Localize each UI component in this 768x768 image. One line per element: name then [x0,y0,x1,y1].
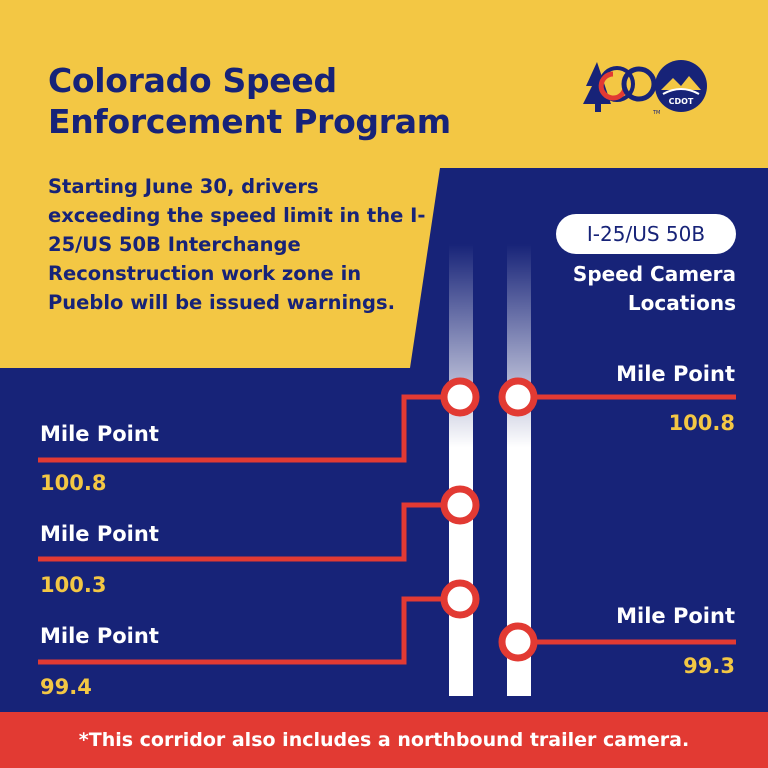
title-line-2: Enforcement Program [48,102,451,141]
mile-point-label: Mile Point [40,422,159,446]
camera-marker [440,579,480,619]
road-lane-northbound [507,244,531,696]
camera-title-line-1: Speed Camera [572,262,736,286]
mile-point-value: 100.8 [40,471,107,495]
camera-marker [440,485,480,525]
camera-marker [498,377,538,417]
mile-point-label: Mile Point [616,362,735,386]
camera-locations-heading: Speed Camera Locations [520,260,736,318]
intro-text: Starting June 30, drivers exceeding the … [48,175,426,314]
camera-marker [440,377,480,417]
mile-point-label: Mile Point [40,624,159,648]
road-lane-southbound [449,244,473,696]
title-line-1: Colorado Speed [48,61,337,100]
mile-point-value: 99.3 [683,654,735,678]
mile-point-value: 100.3 [40,573,107,597]
navy-panel [0,168,768,712]
connector-line-2 [38,502,445,562]
camera-title-line-2: Locations [627,291,736,315]
connector-line-1 [38,394,445,463]
camera-marker [498,622,538,662]
highway-badge: I-25/US 50B [556,214,736,254]
svg-text:TM: TM [652,110,660,116]
mile-point-value: 100.8 [668,411,735,435]
mile-point-label: Mile Point [616,604,735,628]
connector-line-3 [38,596,445,665]
footer-note: *This corridor also includes a northboun… [0,712,768,768]
mile-point-value: 99.4 [40,675,92,699]
colorado-150-logo-icon: CDOT TM [583,60,707,116]
svg-text:CDOT: CDOT [669,97,694,106]
page-title: Colorado Speed Enforcement Program [48,60,451,142]
mile-point-label: Mile Point [40,522,159,546]
